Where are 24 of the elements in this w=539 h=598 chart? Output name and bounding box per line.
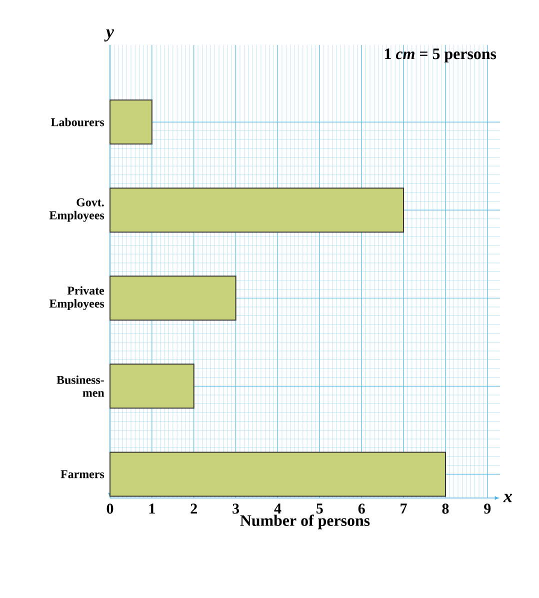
bar (110, 364, 194, 409)
y-tick-label: Business-men (56, 376, 104, 397)
y-tick-label: Govt. Employees (49, 198, 104, 222)
y-tick-label: Private Employees (49, 286, 104, 310)
annotation: 1 cm = 5 persons (385, 48, 496, 62)
x-tick-label: 7 (400, 504, 407, 514)
bar (110, 452, 446, 497)
text: x (503, 494, 512, 502)
text: y (104, 29, 114, 42)
x-tick-label: 6 (358, 504, 365, 514)
bar (110, 100, 152, 145)
y-tick-label: Farmers (60, 470, 104, 478)
x-tick-label: 3 (232, 504, 240, 514)
x-axis-title: Number of persons (240, 514, 370, 530)
x-tick-label: 5 (316, 504, 323, 514)
x-tick-label: 0 (106, 504, 114, 514)
x-tick-label: 1 (149, 504, 155, 514)
x-tick-label: 9 (484, 504, 491, 514)
y-tick-label: Labourers (50, 118, 104, 126)
x-tick-label: 8 (442, 504, 449, 514)
x-tick-label: 2 (190, 504, 197, 514)
x-tick-label: 4 (274, 504, 282, 514)
bar (110, 188, 404, 233)
bar (110, 276, 236, 321)
